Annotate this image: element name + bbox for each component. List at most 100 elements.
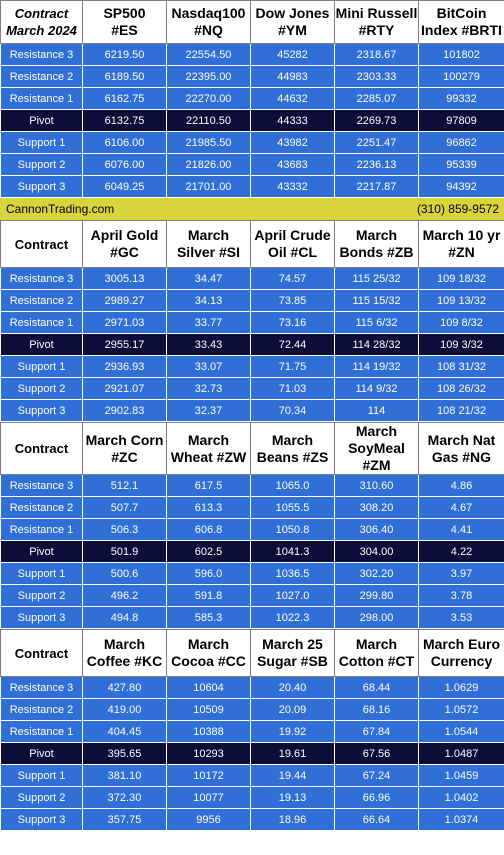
level-value: 115 15/32 (334, 289, 419, 312)
level-label: Resistance 2 (0, 289, 83, 312)
level-value: 109 8/32 (418, 311, 504, 334)
instrument-header: March Beans #ZS (250, 422, 335, 475)
levels-table: Contract April Gold #GC March Silver #SI Apri… (0, 220, 504, 422)
pivot-row: Pivot 395.65 10293 19.61 67.56 1.0487 (0, 742, 504, 765)
level-value: 4.41 (418, 518, 504, 541)
level-value: 99332 (418, 87, 504, 110)
levels-table: Contract March Corn #ZC March Wheat #ZW March… (0, 422, 504, 629)
level-row: Support 1 381.10 10172 19.44 67.24 1.0459 (0, 764, 504, 787)
level-value: 3005.13 (82, 267, 167, 290)
level-value: 96862 (418, 131, 504, 154)
level-label: Resistance 2 (0, 496, 83, 519)
instrument-header-line: Beans #ZS (256, 448, 329, 465)
level-value: 67.56 (334, 742, 419, 765)
level-value: 395.65 (82, 742, 167, 765)
level-value: 6162.75 (82, 87, 167, 110)
level-value: 613.3 (166, 496, 251, 519)
level-value: 33.07 (166, 355, 251, 378)
level-label: Support 2 (0, 153, 83, 176)
level-value: 114 28/32 (334, 333, 419, 356)
instrument-header-line: #ZM (362, 457, 391, 473)
level-row: Support 1 500.6 596.0 1036.5 302.20 3.97 (0, 562, 504, 585)
level-value: 602.5 (166, 540, 251, 563)
level-label: Support 3 (0, 606, 83, 629)
level-label: Pivot (0, 109, 83, 132)
level-value: 21826.00 (166, 153, 251, 176)
instrument-header-line: Cotton #CT (338, 653, 415, 669)
level-value: 299.80 (334, 584, 419, 607)
level-row: Support 1 6106.00 21985.50 43982 2251.47 9686… (0, 131, 504, 154)
level-value: 4.67 (418, 496, 504, 519)
level-value: 2921.07 (82, 377, 167, 400)
instrument-header-line: BitCoin (436, 5, 487, 21)
level-value: 44983 (250, 65, 335, 88)
level-value: 427.80 (82, 676, 167, 699)
level-value: 1027.0 (250, 584, 335, 607)
instrument-header-line: SP500 (103, 5, 146, 21)
level-value: 101802 (418, 43, 504, 66)
level-value: 114 (334, 399, 419, 422)
level-value: 1.0374 (418, 808, 504, 831)
cannon-trading-banner: CannonTrading.com (310) 859-9572 (0, 198, 504, 220)
level-value: 1.0459 (418, 764, 504, 787)
level-value: 44333 (250, 109, 335, 132)
instrument-header-line: #GC (110, 244, 139, 260)
contract-header-line: March 2024 (6, 23, 77, 38)
instrument-header-line: March Euro (422, 636, 500, 652)
level-value: 512.1 (82, 474, 167, 497)
instrument-header: Mini Russell #RTY (334, 0, 419, 44)
level-value: 43683 (250, 153, 335, 176)
levels-table: Contract March 2024 SP500 #ES Nasdaq100 #NQ Do… (0, 0, 504, 198)
level-value: 33.43 (166, 333, 251, 356)
level-value: 32.73 (166, 377, 251, 400)
level-value: 22554.50 (166, 43, 251, 66)
instrument-header: March Euro Currency (418, 629, 504, 677)
site-name: CannonTrading.com (6, 202, 115, 216)
instrument-header-line: Wheat #ZW (170, 448, 247, 465)
level-value: 19.13 (250, 786, 335, 809)
level-value: 2251.47 (334, 131, 419, 154)
instrument-header-line: #NQ (194, 22, 223, 38)
instrument-header-line: #ZN (448, 244, 475, 260)
level-value: 606.8 (166, 518, 251, 541)
instrument-header-line: March 25 (262, 636, 323, 652)
instrument-header: April Crude Oil #CL (250, 220, 335, 268)
level-label: Support 2 (0, 786, 83, 809)
level-value: 2989.27 (82, 289, 167, 312)
contract-header-line: Contract (14, 441, 69, 456)
instrument-header: BitCoin Index #BRTI (418, 0, 504, 44)
level-row: Resistance 1 6162.75 22270.00 44632 2285.07 9… (0, 87, 504, 110)
level-value: 108 21/32 (418, 399, 504, 422)
level-value: 1055.5 (250, 496, 335, 519)
instrument-header: March Nat Gas #NG (418, 422, 504, 475)
level-value: 496.2 (82, 584, 167, 607)
instrument-header: Dow Jones #YM (250, 0, 335, 44)
level-value: 108 31/32 (418, 355, 504, 378)
instrument-header: April Gold #GC (82, 220, 167, 268)
level-row: Support 2 2921.07 32.73 71.03 114 9/32 108 26… (0, 377, 504, 400)
level-row: Resistance 3 6219.50 22554.50 45282 2318.67 1… (0, 43, 504, 66)
instrument-header-line: #ES (111, 22, 138, 38)
level-value: 6106.00 (82, 131, 167, 154)
instrument-header-line: Mini Russell (335, 5, 418, 21)
level-row: Support 1 2936.93 33.07 71.75 114 19/32 108 3… (0, 355, 504, 378)
level-value: 310.60 (334, 474, 419, 497)
level-value: 1.0629 (418, 676, 504, 699)
level-label: Pivot (0, 742, 83, 765)
level-value: 507.7 (82, 496, 167, 519)
instrument-header-line: April Crude (254, 227, 331, 243)
instrument-header-line: Gas #NG (431, 448, 492, 465)
level-label: Resistance 3 (0, 474, 83, 497)
instrument-header-line: Cocoa #CC (171, 653, 246, 669)
contract-header: Contract March 2024 (0, 0, 83, 44)
contract-header-line: Contract (14, 645, 69, 661)
level-value: 6219.50 (82, 43, 167, 66)
level-value: 1.0572 (418, 698, 504, 721)
level-label: Resistance 1 (0, 720, 83, 743)
level-value: 2971.03 (82, 311, 167, 334)
level-value: 22270.00 (166, 87, 251, 110)
level-value: 500.6 (82, 562, 167, 585)
level-value: 2285.07 (334, 87, 419, 110)
level-label: Support 1 (0, 131, 83, 154)
level-row: Resistance 3 427.80 10604 20.40 68.44 1.0629 (0, 676, 504, 699)
